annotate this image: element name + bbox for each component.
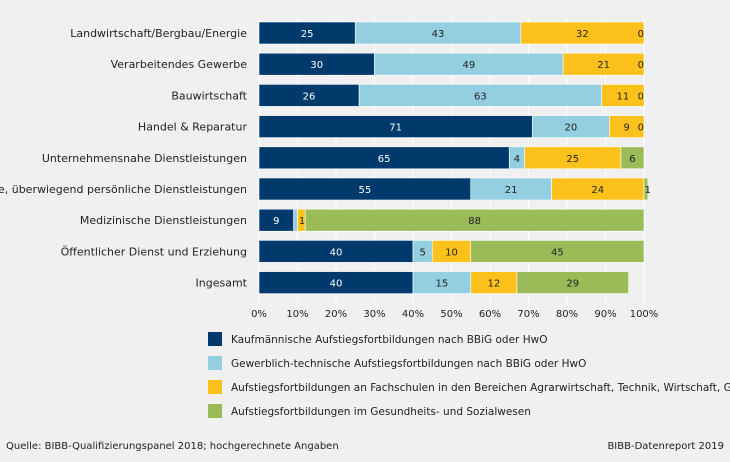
category-labels: Landwirtschaft/Bergbau/Energie Verarbeite… xyxy=(0,27,248,290)
bar-value-label: 21 xyxy=(505,185,518,196)
bar-segment xyxy=(620,146,645,170)
x-tick-label: 100% xyxy=(630,309,659,320)
x-axis-ticks: 0% 10% 20% 30% 40% 50% 60% 70% 80% 90% 100% xyxy=(251,309,658,320)
x-tick-label: 60% xyxy=(479,309,501,320)
category-label: Sonstige, überwiegend persönliche Dienst… xyxy=(0,183,247,196)
bar-value-label: 15 xyxy=(436,279,449,290)
bar-value-label: 29 xyxy=(566,279,579,290)
x-tick-label: 30% xyxy=(363,309,385,320)
category-label: Medizinische Dienstleistungen xyxy=(80,214,247,227)
bar-value-label: 25 xyxy=(301,29,314,40)
legend-swatch xyxy=(208,356,222,370)
bar-value-label: 21 xyxy=(597,60,610,71)
bar-value-label: 9 xyxy=(273,216,279,227)
x-tick-label: 80% xyxy=(556,309,578,320)
bar-value-label: 11 xyxy=(616,91,629,102)
legend-label: Gewerblich-technische Aufstiegsfortbildu… xyxy=(231,358,586,370)
bar-value-label: 40 xyxy=(330,247,343,258)
legend-swatch xyxy=(208,332,222,346)
category-label: Ingesamt xyxy=(196,277,248,290)
bar-value-label: 0 xyxy=(638,29,644,40)
bar-value-label: 0 xyxy=(638,123,644,134)
bar-value-label: 0 xyxy=(638,91,644,102)
legend-label: Aufstiegsfortbildungen an Fachschulen in… xyxy=(231,382,730,394)
bar-value-label: 4 xyxy=(514,154,520,165)
bar-value-label: 0 xyxy=(638,60,644,71)
legend-swatch xyxy=(208,404,222,418)
bars-layer: 25 43 32 030 49 21 026 63 11 071 20 9 065 4 25 655 21 24 1… xyxy=(258,21,651,294)
x-tick-label: 40% xyxy=(402,309,424,320)
bar-value-label: 1 xyxy=(645,185,651,196)
category-label: Landwirtschaft/Bergbau/Energie xyxy=(70,27,247,40)
bar-segment xyxy=(516,271,629,294)
source-note: Quelle: BIBB-Qualifizierungspanel 2018; … xyxy=(6,441,339,452)
category-label: Öffentlicher Dienst und Erziehung xyxy=(61,245,247,258)
bar-segment xyxy=(609,115,645,138)
x-tick-label: 10% xyxy=(286,309,308,320)
bar-value-label: 25 xyxy=(566,154,579,165)
bar-segment xyxy=(643,177,649,201)
bar-value-label: 12 xyxy=(487,279,500,290)
x-tick-label: 90% xyxy=(594,309,616,320)
category-label: Unternehmensnahe Dienstleistungen xyxy=(42,152,247,165)
bar-value-label: 20 xyxy=(564,123,577,134)
report-note: BIBB-Datenreport 2019 xyxy=(607,441,724,452)
bar-segment xyxy=(601,84,645,107)
bar-value-label: 32 xyxy=(576,29,589,40)
bar-segment xyxy=(304,208,645,232)
bar-value-label: 40 xyxy=(330,279,343,290)
bar-value-label: 65 xyxy=(378,154,391,165)
bar-value-label: 5 xyxy=(419,247,425,258)
bar-value-label: 55 xyxy=(359,185,372,196)
legend-label: Kaufmännische Aufstiegsfortbildungen nac… xyxy=(231,334,547,346)
bar-segment xyxy=(470,240,645,263)
x-tick-label: 0% xyxy=(251,309,267,320)
x-tick-label: 20% xyxy=(325,309,347,320)
bar-segment xyxy=(520,21,645,45)
bar-value-label: 26 xyxy=(303,91,316,102)
legend-swatch xyxy=(208,380,222,394)
bar-value-label: 9 xyxy=(623,123,629,134)
bar-value-label: 45 xyxy=(551,247,564,258)
bar-value-label: 43 xyxy=(432,29,445,40)
category-label: Handel & Reparatur xyxy=(138,121,248,134)
bar-value-label: 71 xyxy=(389,123,402,134)
bar-segment xyxy=(293,208,298,232)
bar-value-label: 6 xyxy=(629,154,635,165)
bar-value-label: 24 xyxy=(591,185,604,196)
bar-value-label: 88 xyxy=(468,216,481,227)
legend-label: Aufstiegsfortbildungen im Gesundheits- u… xyxy=(231,406,531,418)
bar-segment xyxy=(562,52,645,76)
legend: Kaufmännische Aufstiegsfortbildungen nac… xyxy=(208,332,730,418)
bar-value-label: 10 xyxy=(445,247,458,258)
bar-value-label: 63 xyxy=(474,91,487,102)
category-label: Bauwirtschaft xyxy=(171,89,247,102)
bar-value-label: 49 xyxy=(462,60,475,71)
x-tick-label: 50% xyxy=(440,309,462,320)
category-label: Verarbeitendes Gewerbe xyxy=(111,58,248,71)
bar-value-label: 30 xyxy=(310,60,323,71)
x-tick-label: 70% xyxy=(517,309,539,320)
